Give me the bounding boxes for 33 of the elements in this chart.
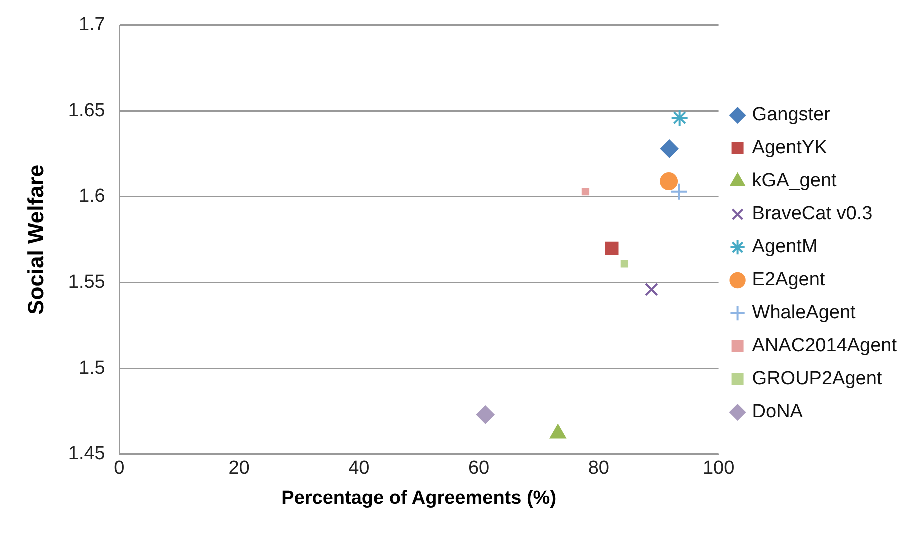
y-tick-label: 1.45	[68, 444, 106, 465]
y-tick-label: 1.65	[68, 100, 106, 122]
legend-label: DoNA	[752, 402, 804, 423]
x-tick-label: 60	[468, 458, 490, 480]
point	[660, 140, 679, 158]
legend-label: AgentYK	[752, 138, 828, 159]
point	[620, 260, 629, 268]
legend-label: BraveCat v0.3	[752, 204, 873, 225]
point	[476, 406, 495, 424]
x-tick-label: 40	[348, 458, 370, 480]
point	[645, 283, 658, 296]
x-tick-label: 20	[228, 458, 250, 480]
x-tick-label: 0	[114, 458, 125, 480]
legend-label: ANAC2014Agent	[752, 336, 898, 357]
legend-label: E2Agent	[752, 270, 826, 291]
x-tick-label: 100	[702, 458, 735, 480]
y-tick-label: 1.7	[78, 14, 106, 36]
y-tick-label: 1.55	[68, 272, 106, 294]
legend-label: Gangster	[752, 104, 832, 126]
legend-label: WhaleAgent	[752, 302, 857, 324]
point	[670, 109, 689, 128]
legend-label: kGA_gent	[752, 170, 838, 192]
point	[582, 188, 590, 196]
legend-label: AgentM	[752, 236, 818, 258]
point	[605, 242, 619, 256]
x-tick-label: 80	[588, 458, 610, 480]
point	[670, 182, 688, 201]
legend-label: GROUP2Agent	[752, 368, 883, 390]
y-tick-label: 1.5	[78, 358, 106, 379]
y-axis-title: Social Welfare	[23, 164, 48, 315]
x-axis-title: Percentage of Agreements (%)	[282, 488, 557, 509]
point	[660, 172, 678, 191]
y-tick-label: 1.6	[78, 186, 106, 208]
